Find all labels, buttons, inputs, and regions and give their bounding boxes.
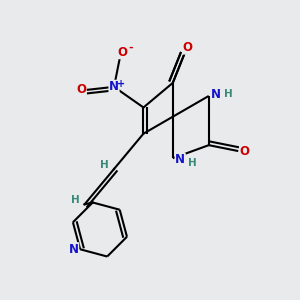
Text: N: N [175,153,185,166]
Text: H: H [100,160,109,170]
Text: N: N [69,243,79,256]
Text: H: H [188,158,196,168]
Text: H: H [224,89,232,100]
Text: O: O [240,145,250,158]
Text: N: N [211,88,221,101]
Text: -: - [129,43,134,53]
Text: H: H [71,195,80,205]
Text: N: N [109,80,119,93]
Text: O: O [118,46,128,59]
Text: +: + [117,80,125,89]
Text: O: O [76,83,86,96]
Text: O: O [182,41,193,54]
